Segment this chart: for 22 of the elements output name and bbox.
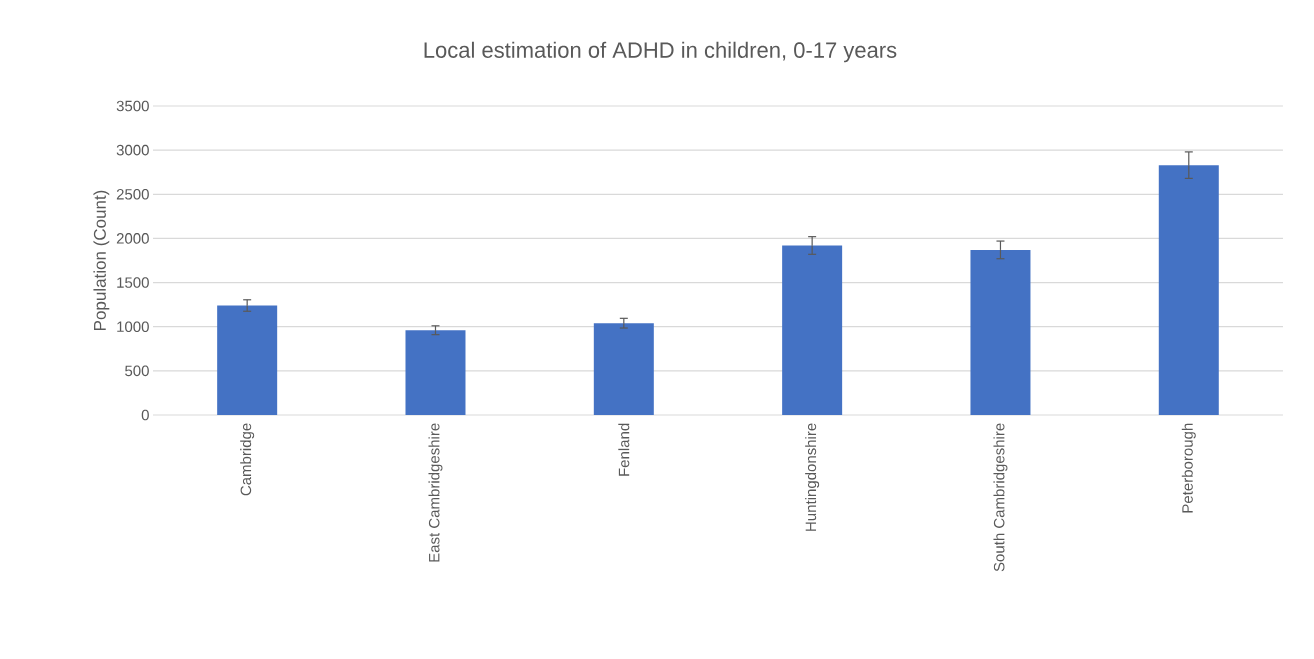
bar <box>405 330 466 415</box>
bar <box>1158 165 1219 415</box>
x-tick-label: Huntingdonshire <box>805 423 820 531</box>
x-tick-label: Peterborough <box>1181 423 1196 513</box>
y-tick-label: 2000 <box>116 233 149 244</box>
y-axis-title: Population (Count) <box>93 190 110 330</box>
y-tick-label: 3000 <box>116 144 149 156</box>
bar <box>782 245 843 415</box>
x-tick-label: Fenland <box>618 423 630 476</box>
x-tick-label: East Cambridgeshire <box>428 423 443 562</box>
y-tick-label: 2500 <box>116 188 149 200</box>
bar <box>217 305 278 415</box>
bar <box>970 249 1031 415</box>
chart-title: Local estimation of ADHD in children, 0-17 years <box>424 41 897 63</box>
y-tick-label: 0 <box>141 409 149 421</box>
y-tick-label: 3500 <box>116 100 149 112</box>
y-tick-label: 1500 <box>117 277 149 288</box>
x-tick-label: Cambridge <box>240 423 255 496</box>
y-tick-label: 1000 <box>117 321 149 333</box>
x-tick-label: South Cambridgeshire <box>993 423 1008 572</box>
bar <box>593 323 654 415</box>
y-tick-label: 500 <box>125 365 149 377</box>
